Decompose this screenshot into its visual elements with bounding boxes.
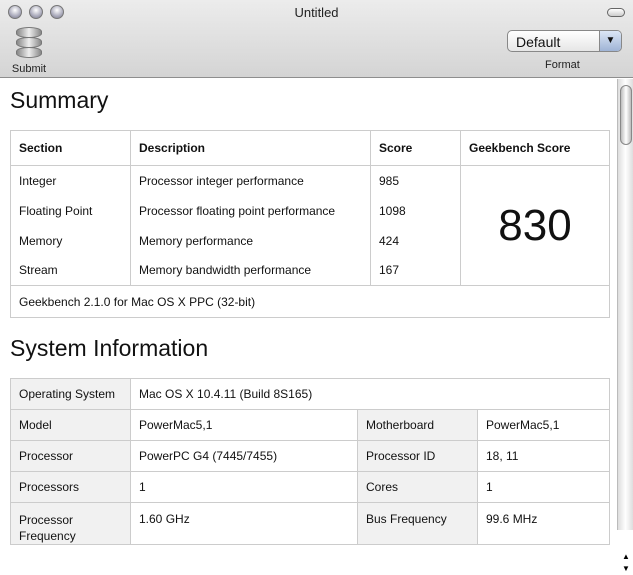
value: PowerPC G4 (7445/7455) [130,440,358,472]
description: Processor floating point performance [130,195,371,226]
value: 1 [130,471,358,503]
summary-footer: Geekbench 2.1.0 for Mac OS X PPC (32-bit… [10,285,610,318]
submit-button[interactable]: Submit [10,27,48,75]
scrollbar-thumb[interactable] [620,85,632,145]
database-icon [16,27,42,59]
zoom-button[interactable] [50,5,64,19]
scroll-down-arrow-icon[interactable]: ▼ [622,564,630,573]
format-select[interactable]: Default ▼ [507,30,622,52]
submit-label: Submit [11,63,47,75]
close-button[interactable] [8,5,22,19]
value: 99.6 MHz [477,502,610,545]
section: Integer [10,165,131,196]
description: Processor integer performance [130,165,371,196]
table-row: Floating Point Processor floating point … [10,195,610,226]
label: Processor ID [357,440,478,472]
geekbench-score: 830 [460,165,610,286]
toolbar-toggle-button[interactable] [607,8,625,17]
value: 1.60 GHz [130,502,358,545]
table-row: Processors 1 Cores 1 [10,471,610,503]
score: 424 [370,225,461,256]
score: 985 [370,165,461,196]
value: 1 [477,471,610,503]
col-geekbench-score: Geekbench Score [460,130,610,166]
section: Stream [10,255,131,286]
label: Motherboard [357,409,478,441]
summary-table: Section Description Score Geekbench Scor… [10,130,610,318]
label: Model [10,409,131,441]
system-heading: System Information [10,335,209,361]
scroll-up-arrow-icon[interactable]: ▲ [622,552,630,561]
minimize-button[interactable] [29,5,43,19]
label: Processors [10,471,131,503]
score: 167 [370,255,461,286]
chevron-down-icon: ▼ [599,31,621,51]
value: 18, 11 [477,440,610,472]
col-score: Score [370,130,461,166]
window-title: Untitled [294,5,339,20]
window-titlebar: Untitled Submit Default ▼ Format [0,0,633,78]
table-row: Memory Memory performance 424 [10,225,610,256]
table-row: Processor Frequency 1.60 GHz Bus Frequen… [10,502,610,545]
table-row: Model PowerMac5,1 Motherboard PowerMac5,… [10,409,610,441]
table-row: Processor PowerPC G4 (7445/7455) Process… [10,440,610,472]
value: PowerMac5,1 [477,409,610,441]
format-label: Format [545,59,580,71]
label: Processor Frequency [10,502,131,545]
table-row: Stream Memory bandwidth performance 167 [10,255,610,286]
section: Floating Point [10,195,131,226]
label: Bus Frequency [357,502,478,545]
label: Cores [357,471,478,503]
format-value: Default [516,34,561,50]
value: Mac OS X 10.4.11 (Build 8S165) [130,378,610,410]
col-section: Section [10,130,131,166]
summary-heading: Summary [10,87,109,113]
score: 1098 [370,195,461,226]
description: Memory bandwidth performance [130,255,371,286]
vertical-scrollbar[interactable]: ▲ ▼ [617,79,633,573]
section: Memory [10,225,131,256]
table-row: Integer Processor integer performance 98… [10,165,610,286]
description: Memory performance [130,225,371,256]
system-table: Operating System Mac OS X 10.4.11 (Build… [10,378,610,545]
label: Processor [10,440,131,472]
table-row: Operating System Mac OS X 10.4.11 (Build… [10,378,610,410]
label: Operating System [10,378,131,410]
col-description: Description [130,130,371,166]
value: PowerMac5,1 [130,409,358,441]
